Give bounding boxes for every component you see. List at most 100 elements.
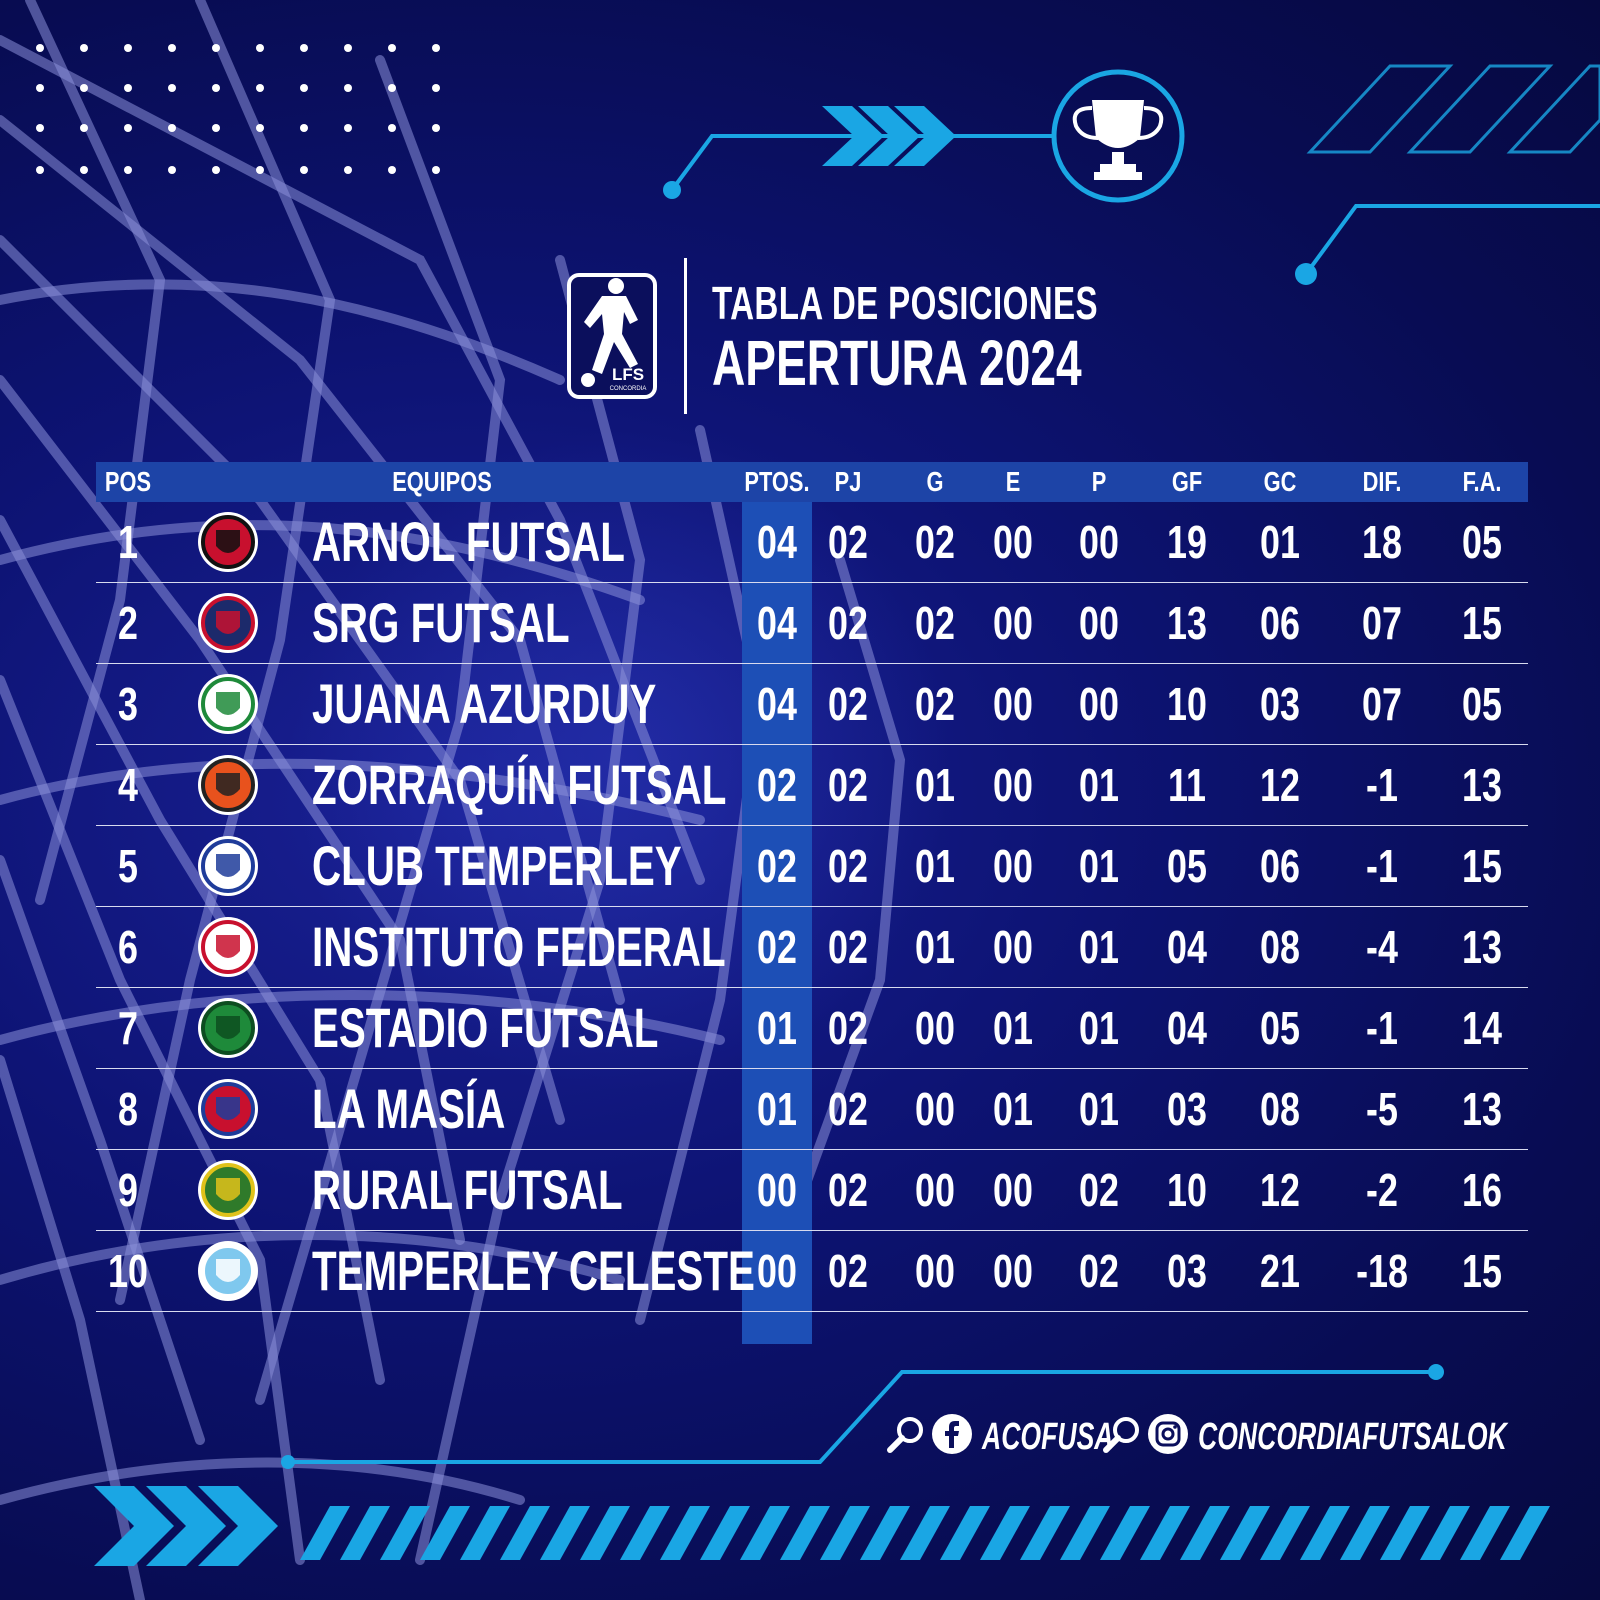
- cell-g: 01: [915, 921, 955, 973]
- standings-table: POS EQUIPOS PTOS. PJ G E P GF GC DIF. F.…: [96, 462, 1528, 1344]
- team-name: LA MASÍA: [312, 1077, 506, 1140]
- points-column-highlight: [742, 502, 812, 1344]
- instagram-icon[interactable]: [1146, 1412, 1190, 1456]
- cell-p: 01: [1079, 1083, 1119, 1135]
- row-position: 8: [118, 1083, 138, 1135]
- header-g: G: [926, 466, 944, 497]
- cell-pj: 02: [828, 1083, 868, 1135]
- search-icon: [887, 1417, 923, 1453]
- cell-p: 02: [1079, 1164, 1119, 1216]
- league-logo-text: LFS: [612, 365, 644, 384]
- header-p: P: [1091, 466, 1107, 497]
- cell-pts: 00: [757, 1164, 797, 1216]
- social-footer: ACOFUSA CONCORDIAFUTSALOK: [886, 1412, 1507, 1462]
- row-position: 4: [118, 759, 138, 811]
- cell-fa: 13: [1462, 759, 1502, 811]
- cell-gf: 11: [1168, 759, 1206, 811]
- cell-g: 02: [915, 678, 955, 730]
- facebook-handle[interactable]: ACOFUSA: [982, 1416, 1114, 1458]
- team-crest-icon: [198, 917, 258, 977]
- cell-pj: 02: [828, 921, 868, 973]
- cell-dif: -5: [1366, 1083, 1398, 1135]
- cell-pts: 01: [757, 1083, 797, 1135]
- team-crest-icon: [198, 674, 258, 734]
- cell-pj: 02: [828, 759, 868, 811]
- row-position: 6: [118, 921, 138, 973]
- table-row: 5 CLUB TEMPERLEY 02 02 01 00 01 05 06 -1 15: [96, 826, 1528, 907]
- header-gc: GC: [1263, 466, 1297, 497]
- header-e: E: [1005, 466, 1021, 497]
- table-row: 9 RURAL FUTSAL 00 02 00 00 02 10 12 -2 16: [96, 1150, 1528, 1231]
- cell-gf: 10: [1167, 678, 1207, 730]
- cell-g: 01: [915, 840, 955, 892]
- row-position: 10: [108, 1245, 148, 1297]
- cell-dif: -2: [1366, 1164, 1398, 1216]
- cell-p: 01: [1079, 921, 1119, 973]
- cell-gc: 12: [1260, 759, 1300, 811]
- cell-g: 00: [915, 1083, 955, 1135]
- page-subtitle: APERTURA 2024: [712, 327, 1082, 399]
- team-name: JUANA AZURDUY: [312, 672, 657, 735]
- cell-gc: 01: [1260, 516, 1300, 568]
- team-name: CLUB TEMPERLEY: [312, 834, 682, 897]
- trophy-icon: [1051, 69, 1185, 203]
- dot-grid: [36, 44, 440, 174]
- cell-e: 00: [993, 597, 1033, 649]
- team-crest-icon: [198, 1160, 258, 1220]
- team-crest-icon: [198, 593, 258, 653]
- table-body: 1 ARNOL FUTSAL 04 02 02 00 00 19 01 18 05 2 SRG FUTS…: [96, 502, 1528, 1312]
- league-logo: LFS CONCORDIA: [567, 273, 657, 399]
- table-row: 3 JUANA AZURDUY 04 02 02 00 00 10 03 07 05: [96, 664, 1528, 745]
- cell-pj: 02: [828, 1245, 868, 1297]
- header-pts: PTOS.: [744, 466, 810, 497]
- facebook-icon[interactable]: [930, 1412, 974, 1456]
- cell-dif: 07: [1362, 597, 1402, 649]
- cell-gf: 04: [1167, 921, 1207, 973]
- league-logo-subtext: CONCORDIA: [610, 386, 647, 392]
- row-position: 7: [118, 1002, 138, 1054]
- table-row: 6 INSTITUTO FEDERAL 02 02 01 00 01 04 08 -4 13: [96, 907, 1528, 988]
- cell-e: 00: [993, 1245, 1033, 1297]
- cell-pj: 02: [828, 1164, 868, 1216]
- cell-fa: 15: [1462, 1245, 1502, 1297]
- table-row: 7 ESTADIO FUTSAL 01 02 00 01 01 04 05 -1 14: [96, 988, 1528, 1069]
- table-header: POS EQUIPOS PTOS. PJ G E P GF GC DIF. F.…: [96, 462, 1528, 502]
- chevron-arrows-bottom: [94, 1486, 278, 1566]
- cell-gf: 10: [1167, 1164, 1207, 1216]
- team-name: ESTADIO FUTSAL: [312, 996, 659, 1059]
- cell-g: 00: [915, 1002, 955, 1054]
- team-crest-icon: [198, 1241, 258, 1301]
- header-fa: F.A.: [1462, 466, 1502, 497]
- cell-e: 00: [993, 759, 1033, 811]
- table-row: 10 TEMPERLEY CELESTE 00 02 00 00 02 03 21 -18 15: [96, 1231, 1528, 1312]
- cell-pts: 04: [757, 678, 797, 730]
- team-name: RURAL FUTSAL: [312, 1158, 623, 1221]
- cell-fa: 13: [1462, 921, 1502, 973]
- cell-gc: 05: [1260, 1002, 1300, 1054]
- cell-dif: 18: [1362, 516, 1402, 568]
- row-position: 2: [118, 597, 138, 649]
- header-team: EQUIPOS: [392, 466, 492, 497]
- cell-gc: 06: [1260, 597, 1300, 649]
- table-row: 4 ZORRAQUÍN FUTSAL 02 02 01 00 01 11 12 -1 13: [96, 745, 1528, 826]
- cell-fa: 14: [1462, 1002, 1502, 1054]
- cell-e: 00: [993, 921, 1033, 973]
- team-name: INSTITUTO FEDERAL: [312, 915, 726, 978]
- cell-g: 02: [915, 597, 955, 649]
- cell-gc: 03: [1260, 678, 1300, 730]
- team-name: ZORRAQUÍN FUTSAL: [312, 753, 727, 816]
- team-crest-icon: [198, 1079, 258, 1139]
- cell-pj: 02: [828, 516, 868, 568]
- player-kicking-icon: [581, 278, 638, 387]
- cell-dif: -4: [1366, 921, 1398, 973]
- table-row: 1 ARNOL FUTSAL 04 02 02 00 00 19 01 18 05: [96, 502, 1528, 583]
- cell-e: 01: [993, 1002, 1033, 1054]
- cell-pj: 02: [828, 840, 868, 892]
- header-pos: POS: [104, 466, 152, 497]
- cell-p: 01: [1079, 759, 1119, 811]
- cell-dif: -1: [1366, 759, 1398, 811]
- instagram-handle[interactable]: CONCORDIAFUTSALOK: [1198, 1416, 1507, 1458]
- cell-gc: 08: [1260, 921, 1300, 973]
- cell-p: 00: [1079, 678, 1119, 730]
